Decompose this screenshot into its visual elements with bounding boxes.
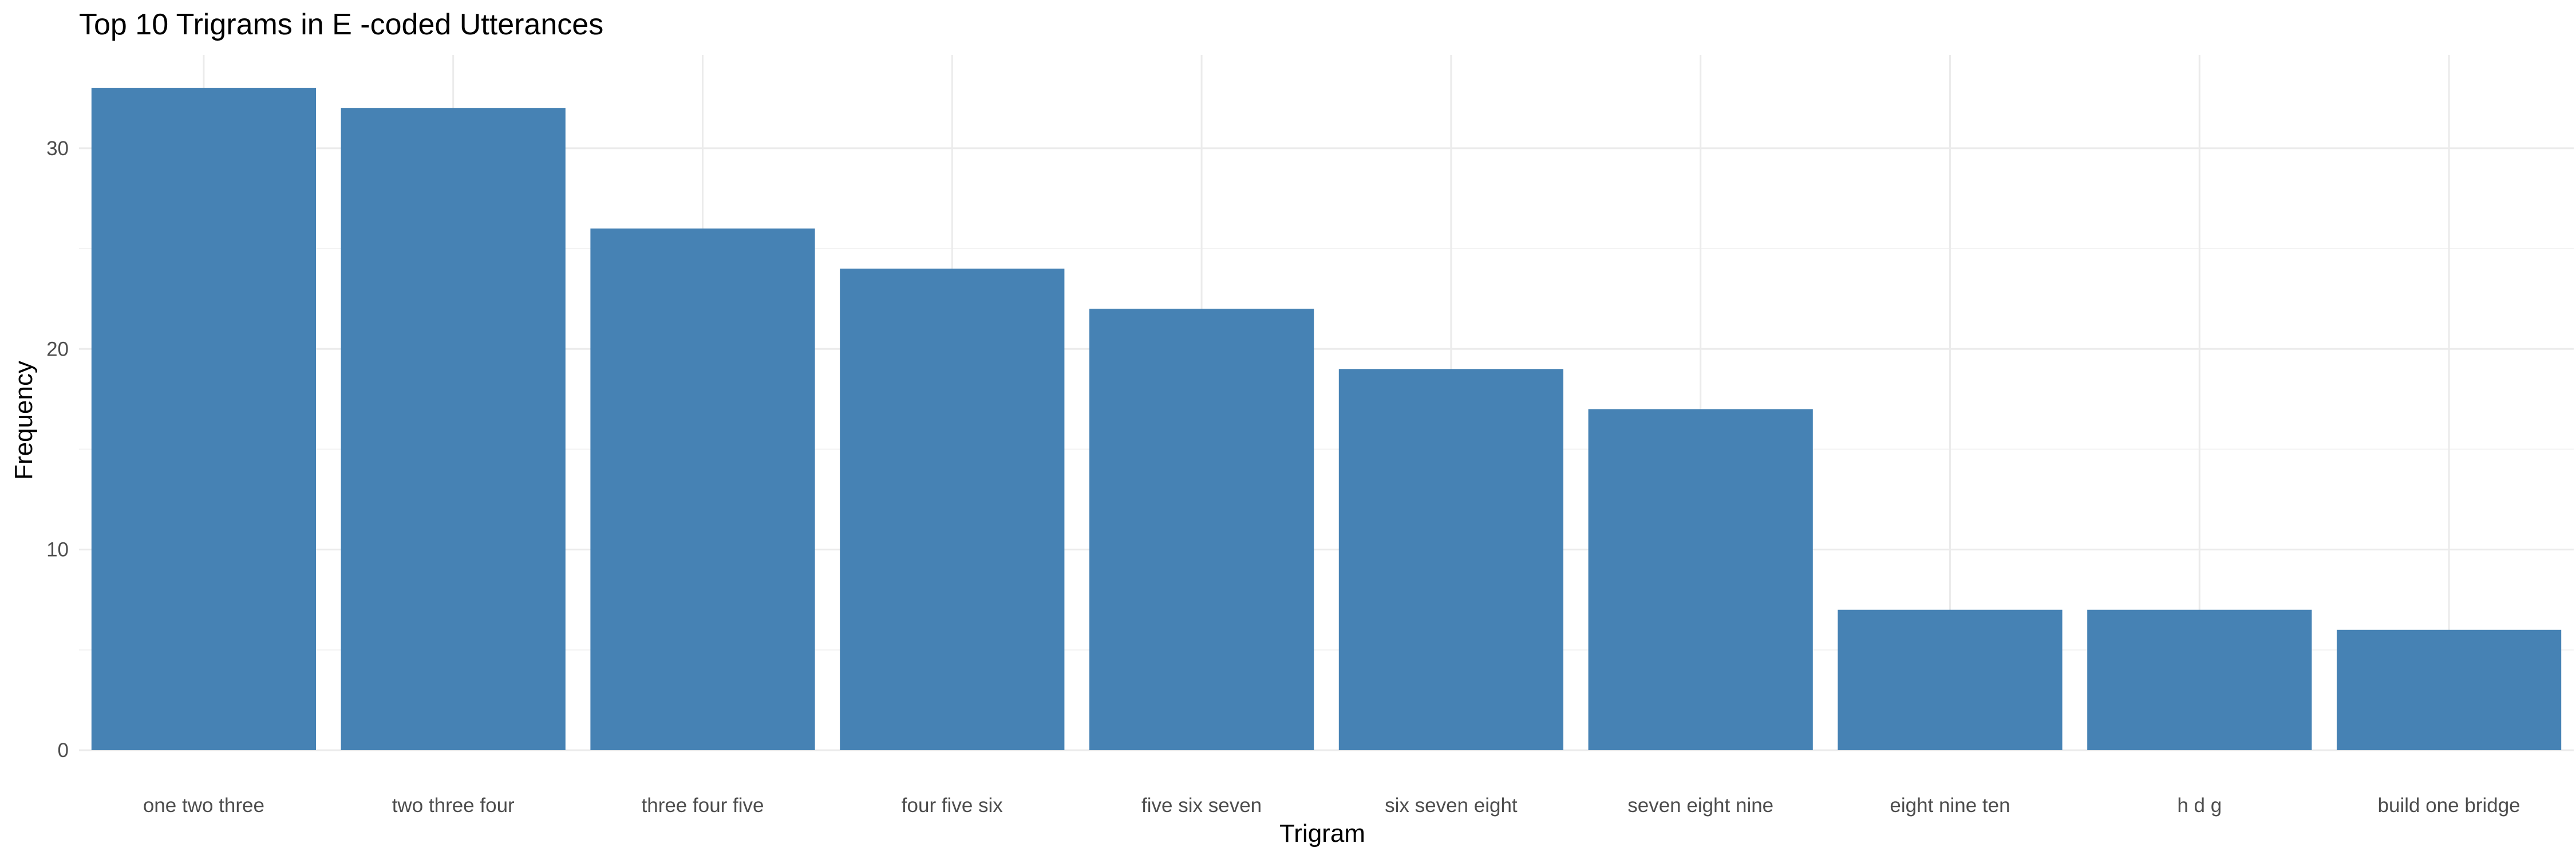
bar-layer xyxy=(91,88,2562,751)
x-tick-label: one two three xyxy=(143,794,264,817)
x-tick-label: build one bridge xyxy=(2378,794,2520,817)
y-tick-label: 20 xyxy=(46,338,69,360)
x-tick-label: four five six xyxy=(902,794,1003,817)
y-tick-label: 10 xyxy=(46,539,69,561)
bar xyxy=(590,228,815,751)
bar xyxy=(1089,309,1314,750)
x-tick-label: six seven eight xyxy=(1385,794,1518,817)
y-tick-label: 30 xyxy=(46,137,69,160)
x-tick-label: five six seven xyxy=(1141,794,1262,817)
x-tick-label: three four five xyxy=(642,794,764,817)
x-tick-labels: one two three two three four three four fi… xyxy=(143,794,2520,817)
y-axis-title: Frequency xyxy=(10,361,38,480)
bar xyxy=(2336,629,2562,750)
bar xyxy=(341,108,566,751)
bar xyxy=(840,269,1065,751)
bar xyxy=(2087,609,2312,750)
y-tick-label: 0 xyxy=(58,739,69,762)
x-tick-label: seven eight nine xyxy=(1627,794,1773,817)
bar xyxy=(1338,369,1564,750)
bar xyxy=(1838,609,2063,750)
x-tick-label: eight nine ten xyxy=(1890,794,2010,817)
x-tick-label: two three four xyxy=(392,794,515,817)
chart-title: Top 10 Trigrams in E -coded Utterances xyxy=(79,8,603,41)
x-tick-label: h d g xyxy=(2177,794,2222,817)
bar xyxy=(91,88,317,750)
bar xyxy=(1588,409,1813,750)
y-tick-labels: 0 10 20 30 xyxy=(46,137,69,762)
x-axis-title: Trigram xyxy=(1279,819,1365,848)
